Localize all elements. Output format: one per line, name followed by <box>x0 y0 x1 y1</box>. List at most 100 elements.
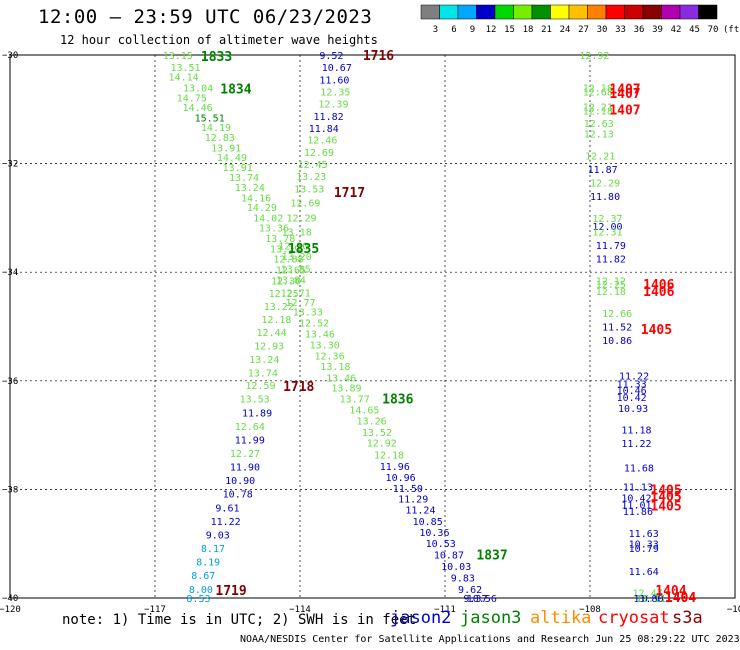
colorbar-swatch <box>624 4 644 20</box>
colorbar-tick-label: 42 <box>671 25 682 35</box>
map-grid <box>9 54 736 599</box>
swh-value-label: 11.01 <box>621 501 651 512</box>
colorbar-swatch <box>494 4 514 20</box>
swh-value-label: 11.52 <box>602 323 632 334</box>
swh-value-label: 13.52 <box>362 428 392 439</box>
swh-value-label: 12.13 <box>584 130 614 141</box>
swh-value-label: 14.75 <box>177 93 207 104</box>
colorbar-tick-label: 24 <box>560 25 571 35</box>
swh-value-label: 11.86 <box>623 507 653 518</box>
swh-value-label: 11.87 <box>588 165 618 176</box>
swh-value-label: 8.67 <box>191 571 215 582</box>
swh-value-label: 11.11 <box>636 594 666 605</box>
swh-value-label: 13.18 <box>282 227 312 238</box>
pass-time-label: 1404 <box>655 584 686 599</box>
pass-time-label: 1405 <box>650 483 681 498</box>
swh-value-label: 11.89 <box>242 408 272 419</box>
swh-value-label: 12.93 <box>254 342 284 353</box>
swh-value-label: 11.84 <box>309 124 339 135</box>
y-tick-label: −34 <box>2 268 18 278</box>
satellite-legend-cryosat: cryosat <box>598 608 670 628</box>
colorbar-swatch <box>513 4 533 20</box>
pass-time-label: 1836 <box>382 393 413 408</box>
swh-value-label: 12.35 <box>320 87 350 98</box>
pass-time-label: 1835 <box>288 242 319 257</box>
map-frame <box>9 54 736 599</box>
pass-time-label: 1837 <box>476 549 507 564</box>
swh-value-label: 10.36 <box>419 528 449 539</box>
swh-value-label: 12.63 <box>584 119 614 130</box>
swh-value-label: 10.42 <box>621 494 651 505</box>
swh-value-label: 12.18 <box>583 106 613 117</box>
pass-time-label: 1407 <box>609 87 640 102</box>
colorbar-swatch <box>439 4 459 20</box>
swh-value-label: 13.36 <box>259 224 289 235</box>
swh-value-label: 12.29 <box>286 213 316 224</box>
swh-value-label: 12.18 <box>583 84 613 95</box>
swh-value-label: 13.91 <box>211 143 241 154</box>
swh-value-label: 13.04 <box>183 84 213 95</box>
swh-value-label: 9.37 <box>463 594 487 605</box>
colorbar-unit: (ft) <box>723 25 740 35</box>
swh-value-label: 13.30 <box>310 340 340 351</box>
colorbar-tick-label: 21 <box>541 25 552 35</box>
pass-time-label: 1719 <box>215 584 246 599</box>
pass-time-label: 1405 <box>641 323 672 338</box>
colorbar-tick-label: 70 <box>708 25 719 35</box>
swh-value-label: 12.46 <box>307 136 337 147</box>
swh-value-label: 12.92 <box>367 439 397 450</box>
swh-value-label: 11.18 <box>621 426 651 437</box>
pass-time-label: 1833 <box>201 50 232 65</box>
y-tick-label: −40 <box>2 594 18 604</box>
swh-value-label: 12.18 <box>261 315 291 326</box>
swh-value-label: 14.16 <box>241 193 271 204</box>
swh-value-label: 8.17 <box>201 544 225 555</box>
swh-value-label: 12.47 <box>633 589 663 600</box>
colorbar-swatch <box>531 4 551 20</box>
swh-value-label: 12.12 <box>596 276 626 287</box>
swh-value-label: 11.33 <box>617 380 647 391</box>
swh-value-label: 12.18 <box>374 451 404 462</box>
swh-value-label: 10.33 <box>629 540 659 551</box>
swh-value-label: 12.77 <box>286 298 316 309</box>
colorbar-swatch <box>698 4 718 20</box>
pass-time-label: 1834 <box>220 83 251 98</box>
swh-value-label: 10.90 <box>225 476 255 487</box>
satellite-legend-altika: altika <box>530 608 592 628</box>
x-tick-label: −114 <box>289 605 311 615</box>
x-tick-label: −10 <box>727 605 740 615</box>
swh-value-label: 10.96 <box>386 473 416 484</box>
swh-value-label: 13.33 <box>293 307 323 318</box>
colorbar-tick-label: 15 <box>504 25 515 35</box>
swh-value-label: 10.79 <box>629 544 659 555</box>
swh-value-label: 12.21 <box>585 151 615 162</box>
swh-value-label: 12.25 <box>596 280 626 291</box>
swh-value-label: 13.85 <box>281 264 311 275</box>
swh-value-label: 14.46 <box>183 103 213 114</box>
swh-value-label: 14.14 <box>169 73 199 84</box>
swh-value-label: 15.51 <box>195 113 225 124</box>
swh-value-label: 12.21 <box>583 103 613 114</box>
swh-value-label: 13.78 <box>265 234 295 245</box>
x-tick-label: −120 <box>0 605 21 615</box>
swh-value-label: 10.46 <box>617 386 647 397</box>
swh-value-label: 9.61 <box>215 503 239 514</box>
swh-value-label: 13.84 <box>276 275 306 286</box>
swh-value-label: 8.53 <box>186 594 210 605</box>
colorbar-swatch <box>457 4 477 20</box>
swh-value-label: 12.71 <box>281 288 311 299</box>
swh-value-label: 11.24 <box>405 505 435 516</box>
swh-value-label: 12.45 <box>298 160 328 171</box>
swh-value-label: 11.82 <box>314 112 344 123</box>
colorbar-tick-label: 12 <box>486 25 497 35</box>
swh-value-label: 12.92 <box>579 51 609 62</box>
swh-value-label: 9.03 <box>206 530 230 541</box>
swh-value-label: 11.22 <box>619 371 649 382</box>
swh-value-label: 12.37 <box>592 214 622 225</box>
swh-value-label: 13.74 <box>229 173 259 184</box>
swh-value-label: 10.78 <box>223 490 253 501</box>
swh-value-label: 12.44 <box>257 328 287 339</box>
swh-value-label: 13.24 <box>235 183 265 194</box>
swh-value-label: 13.46 <box>326 374 356 385</box>
